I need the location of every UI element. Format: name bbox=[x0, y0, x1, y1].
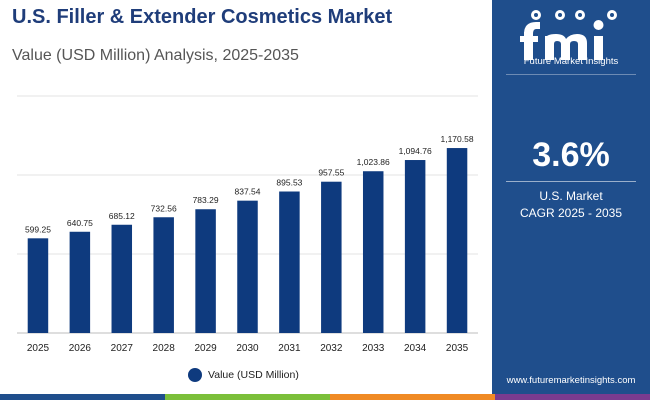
x-tick-2026: 2026 bbox=[69, 343, 92, 354]
x-tick-2033: 2033 bbox=[362, 343, 385, 354]
strip-segment bbox=[165, 394, 330, 400]
value-label-2026: 640.75 bbox=[67, 218, 93, 228]
value-label-2029: 783.29 bbox=[193, 195, 219, 205]
website-link[interactable]: www.futuremarketinsights.com bbox=[506, 375, 636, 386]
logo-divider bbox=[506, 74, 636, 75]
bar-2030 bbox=[237, 200, 258, 333]
x-tick-2027: 2027 bbox=[111, 343, 134, 354]
bar-chart: 599.25 640.75 685.12 732.56 783.29 837.54 895.… bbox=[17, 95, 478, 354]
value-label-2035: 1,170.58 bbox=[440, 134, 473, 144]
cagr-value: 3.6% bbox=[532, 136, 610, 174]
bottom-color-strip bbox=[0, 394, 650, 400]
x-tick-2030: 2030 bbox=[236, 343, 259, 354]
chart-title: U.S. Filler & Extender Cosmetics Market bbox=[12, 6, 393, 28]
strip-segment bbox=[495, 394, 650, 400]
strip-segment bbox=[0, 394, 165, 400]
chart-panel: U.S. Filler & Extender Cosmetics Market … bbox=[12, 6, 478, 382]
value-label-2032: 957.55 bbox=[318, 168, 344, 178]
legend-swatch bbox=[188, 368, 202, 382]
bar-2025 bbox=[27, 238, 49, 333]
x-tick-2031: 2031 bbox=[278, 343, 301, 354]
x-tick-2025: 2025 bbox=[27, 343, 50, 354]
bar-2029 bbox=[195, 209, 216, 333]
bar-2031 bbox=[279, 191, 300, 333]
legend-label: Value (USD Million) bbox=[208, 369, 299, 381]
bar-2034 bbox=[404, 160, 426, 333]
legend: Value (USD Million) bbox=[188, 368, 299, 382]
value-label-2027: 685.12 bbox=[109, 211, 135, 221]
chart-subtitle: Value (USD Million) Analysis, 2025-2035 bbox=[12, 47, 299, 64]
x-tick-2034: 2034 bbox=[404, 343, 427, 354]
x-tick-2035: 2035 bbox=[446, 343, 469, 354]
strip-segment bbox=[330, 394, 495, 400]
value-label-2028: 732.56 bbox=[151, 203, 177, 213]
bars bbox=[27, 148, 468, 333]
cagr-period-label: CAGR 2025 - 2035 bbox=[519, 206, 623, 220]
value-label-2030: 837.54 bbox=[235, 187, 261, 197]
value-label-2033: 1,023.86 bbox=[357, 157, 390, 167]
bar-2026 bbox=[69, 231, 91, 333]
bar-2027 bbox=[111, 224, 133, 333]
side-panel: Future Market Insights 3.6% U.S. Market … bbox=[492, 0, 650, 400]
value-label-2034: 1,094.76 bbox=[399, 146, 432, 156]
bar-2032 bbox=[321, 181, 342, 333]
logo-text: Future Market Insights bbox=[523, 56, 619, 67]
bar-2033 bbox=[362, 171, 384, 333]
x-tick-2029: 2029 bbox=[194, 343, 217, 354]
fmi-logo-icon bbox=[520, 10, 617, 60]
value-label-2025: 599.25 bbox=[25, 224, 51, 234]
value-labels: 599.25 640.75 685.12 732.56 783.29 837.54 895.… bbox=[25, 134, 474, 234]
value-label-2031: 895.53 bbox=[276, 178, 302, 188]
cagr-market-label: U.S. Market bbox=[539, 189, 603, 203]
cagr-divider bbox=[506, 181, 636, 182]
x-tick-2028: 2028 bbox=[153, 343, 176, 354]
bar-2028 bbox=[153, 217, 174, 333]
x-axis-ticks: 2025 2026 2027 2028 2029 2030 2031 2032 2033 2034… bbox=[27, 343, 469, 354]
x-tick-2032: 2032 bbox=[320, 343, 343, 354]
bar-2035 bbox=[446, 148, 468, 333]
